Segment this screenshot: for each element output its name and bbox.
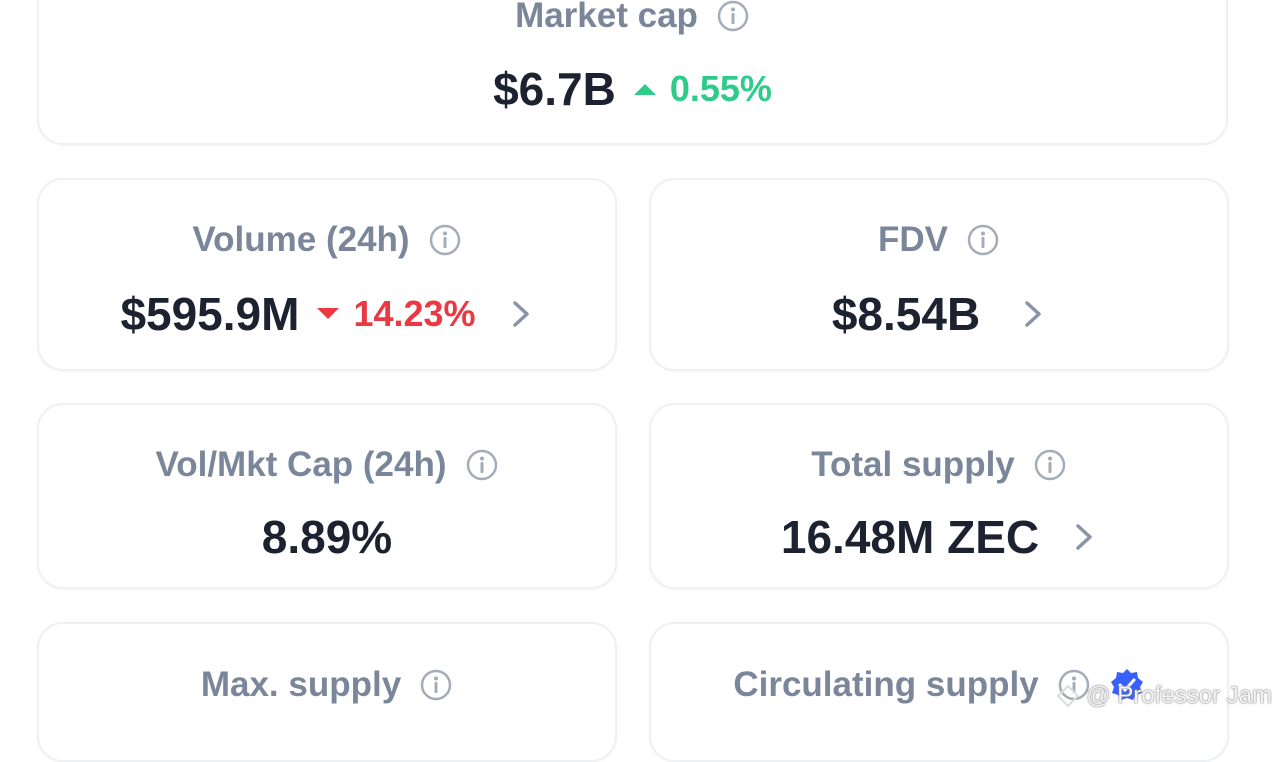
chevron[interactable]: [510, 297, 534, 331]
info-icon[interactable]: [716, 0, 750, 33]
card-value: 16.48M ZEC: [780, 511, 1040, 563]
label-row: Total supply: [651, 445, 1227, 485]
card-value: $595.9M: [120, 288, 300, 340]
change: 14.23%: [317, 293, 476, 335]
chevron[interactable]: [1073, 520, 1097, 554]
label-row: Market cap: [39, 0, 1226, 36]
value-row: 8.89%: [39, 511, 615, 563]
label-row: Max. supply: [39, 665, 615, 705]
card-label: Vol/Mkt Cap (24h): [155, 445, 447, 484]
info-icon[interactable]: [1033, 448, 1067, 482]
card-label: Market cap: [515, 0, 698, 35]
total-supply-card[interactable]: Total supply 16.48M ZEC: [649, 403, 1229, 589]
value-row: 16.48M ZEC: [651, 511, 1227, 563]
card-label: Volume (24h): [192, 220, 410, 259]
value-row: $595.9M 14.23%: [39, 288, 615, 340]
change: 0.55%: [633, 68, 772, 110]
change-value: 0.55%: [669, 68, 772, 109]
label-row: Vol/Mkt Cap (24h): [39, 445, 615, 485]
card-value: 8.89%: [261, 511, 393, 563]
label-row: FDV: [651, 220, 1227, 260]
card-label: FDV: [878, 220, 948, 259]
info-icon[interactable]: [966, 223, 1000, 257]
card-label: Max. supply: [200, 665, 402, 704]
page: {"cards": [ {"label": "Market cap", "val…: [37, 0, 1272, 762]
watermark: @ Professor Jam: [1056, 682, 1272, 710]
market-cap-card: Market cap $6.7B 0.55%: [37, 0, 1228, 145]
info-icon[interactable]: [428, 223, 462, 257]
down-arrow: [317, 308, 340, 319]
watermark-text: @ Professor Jam: [1086, 682, 1272, 709]
label-row: Volume (24h): [39, 220, 615, 260]
card-value: $6.7B: [493, 63, 616, 115]
card-label: Circulating supply: [733, 665, 1039, 704]
verified-badge: [1110, 669, 1143, 700]
change-value: 14.23%: [353, 293, 476, 334]
info-icon[interactable]: [419, 668, 453, 702]
value-row: $8.54B: [651, 288, 1227, 340]
up-arrow: [633, 84, 656, 95]
watermark-icon: [1056, 684, 1080, 708]
info-icon[interactable]: [465, 448, 499, 482]
label-row: Circulating supply: [651, 665, 1227, 705]
fdv-card[interactable]: FDV $8.54B: [649, 178, 1229, 371]
vol-mkt-cap-card: Vol/Mkt Cap (24h) 8.89%: [37, 403, 617, 589]
value-row: $6.7B 0.55%: [39, 63, 1226, 115]
chevron[interactable]: [1022, 297, 1046, 331]
max-supply-card: Max. supply: [37, 622, 617, 762]
card-value: $8.54B: [831, 288, 981, 340]
card-label: Total supply: [811, 445, 1015, 484]
volume-card[interactable]: Volume (24h) $595.9M 14.23%: [37, 178, 617, 371]
